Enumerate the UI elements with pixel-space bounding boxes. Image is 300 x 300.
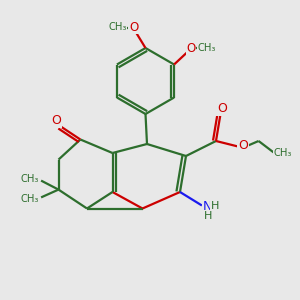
Text: CH₃: CH₃ [108,22,127,32]
Text: CH₃: CH₃ [21,173,39,184]
Text: O: O [187,41,196,55]
Text: CH₃: CH₃ [198,43,216,53]
Text: CH₃: CH₃ [273,148,292,158]
Text: O: O [52,114,61,127]
Text: CH₃: CH₃ [21,194,39,205]
Text: H: H [211,201,219,211]
Text: H: H [204,211,213,221]
Text: N: N [202,200,212,213]
Text: O: O [238,139,248,152]
Text: O: O [217,102,227,115]
Text: O: O [129,21,138,34]
